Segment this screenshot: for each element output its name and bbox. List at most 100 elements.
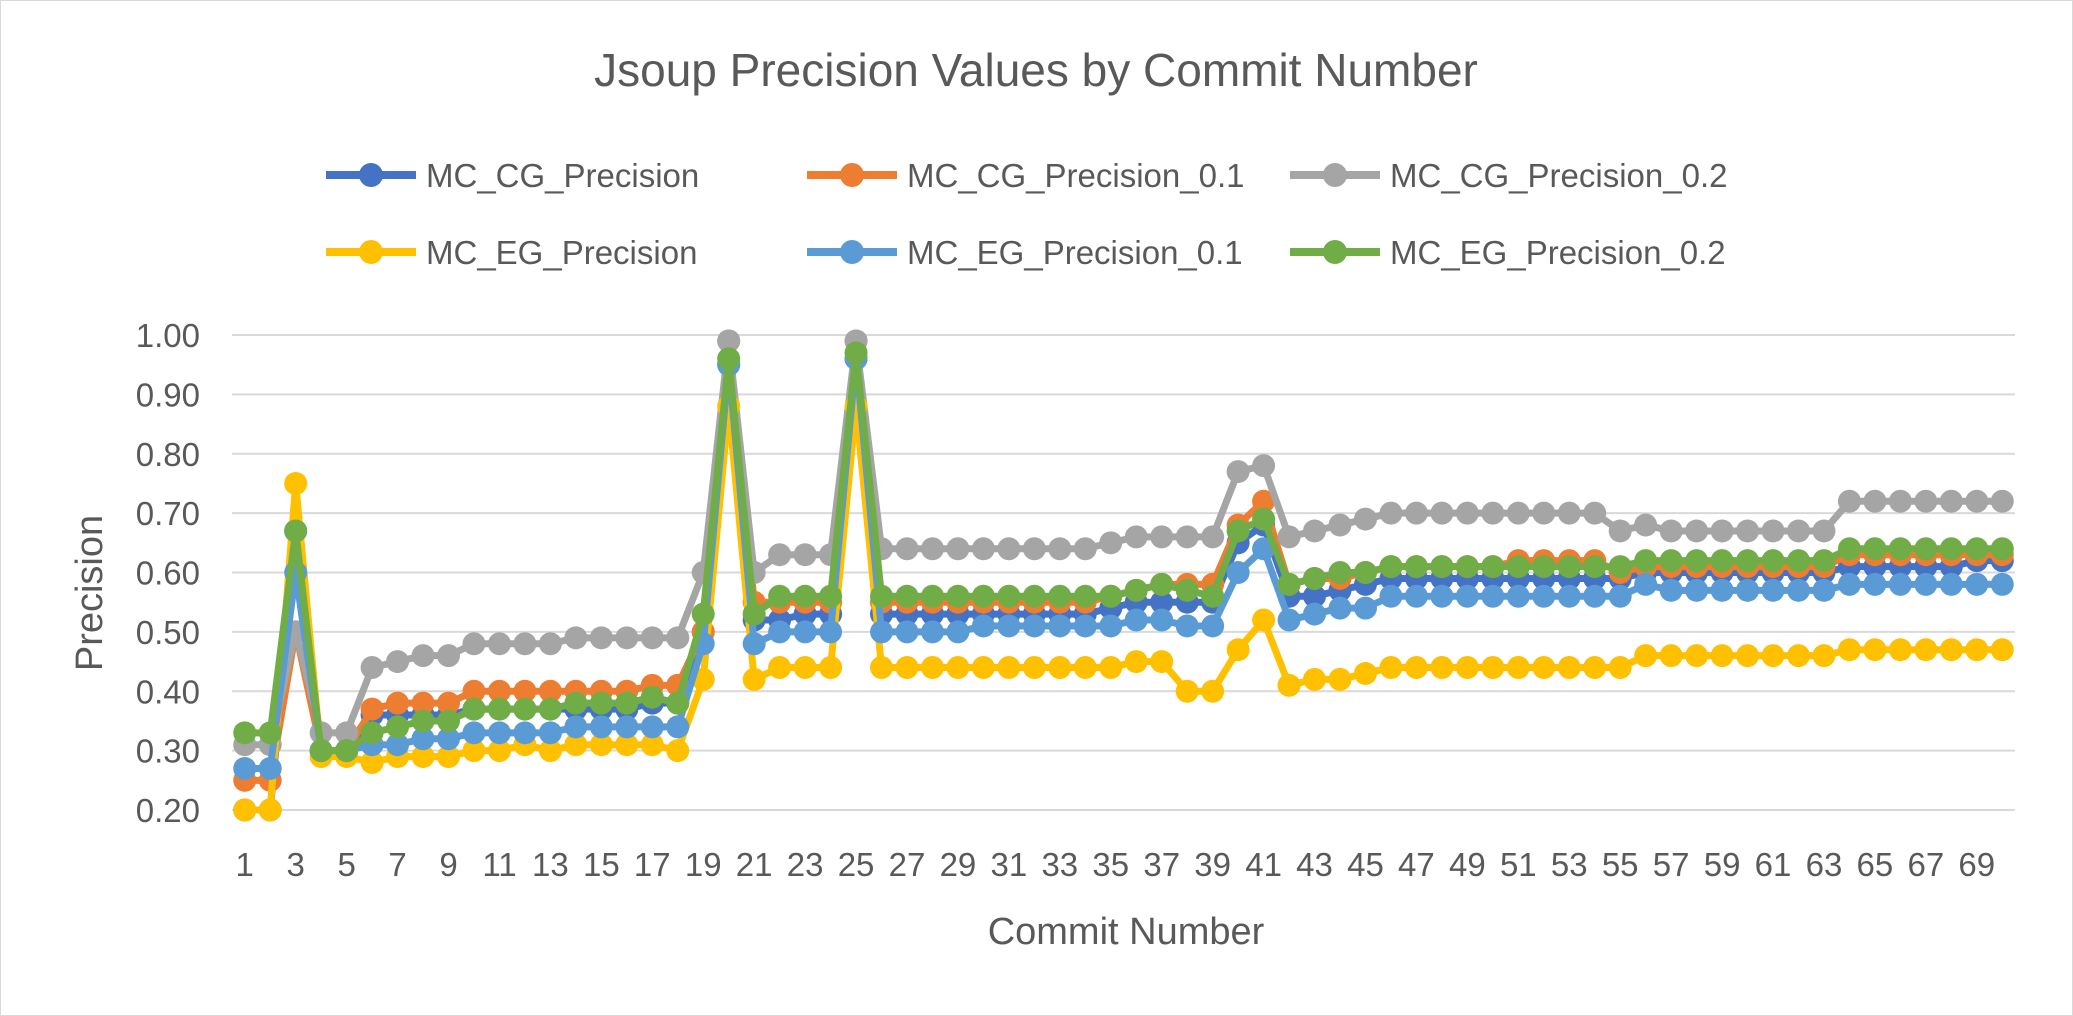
data-point xyxy=(1939,537,1963,561)
legend-label: MC_CG_Precision_0.1 xyxy=(907,157,1244,194)
x-tick-label: 9 xyxy=(439,846,457,883)
data-point xyxy=(742,667,766,691)
y-tick-label: 0.50 xyxy=(136,614,200,651)
y-tick-label: 0.90 xyxy=(136,376,200,413)
data-point xyxy=(1659,519,1683,543)
data-point xyxy=(1099,614,1123,638)
data-point xyxy=(1786,519,1810,543)
data-point xyxy=(1583,656,1607,679)
data-point xyxy=(1252,454,1276,478)
data-point xyxy=(1226,638,1250,662)
data-point xyxy=(1073,656,1097,679)
x-tick-label: 13 xyxy=(532,846,569,883)
data-point xyxy=(462,679,486,703)
data-point xyxy=(1277,673,1301,697)
data-point xyxy=(1252,608,1276,632)
data-point xyxy=(284,471,308,495)
data-point xyxy=(615,715,639,739)
data-point xyxy=(1201,614,1225,638)
y-tick-label: 0.80 xyxy=(136,436,200,473)
data-point xyxy=(1099,656,1123,679)
x-tick-label: 23 xyxy=(787,846,824,883)
data-point xyxy=(1201,584,1225,608)
data-point xyxy=(1812,578,1836,602)
data-point xyxy=(233,756,257,780)
data-point xyxy=(1506,501,1530,525)
data-point xyxy=(1430,656,1454,679)
x-tick-label: 21 xyxy=(736,846,773,883)
data-point xyxy=(1583,501,1607,525)
data-point xyxy=(1328,596,1352,620)
data-point xyxy=(564,626,588,650)
data-point xyxy=(1914,489,1938,513)
data-point xyxy=(1404,555,1428,579)
x-tick-label: 19 xyxy=(685,846,722,883)
data-point xyxy=(1379,555,1403,579)
data-point xyxy=(1532,501,1556,525)
data-point xyxy=(1659,644,1683,668)
data-point xyxy=(1124,608,1148,632)
data-point xyxy=(1837,537,1861,561)
data-point xyxy=(895,620,919,644)
data-point xyxy=(1532,584,1556,608)
data-point xyxy=(1761,644,1785,668)
data-point xyxy=(1914,537,1938,561)
data-point xyxy=(844,341,868,365)
data-point xyxy=(1048,584,1072,608)
data-point xyxy=(666,626,690,650)
data-point xyxy=(437,727,461,751)
y-tick-label: 0.60 xyxy=(136,555,200,592)
data-point xyxy=(1303,602,1327,626)
data-point xyxy=(1073,614,1097,638)
data-point xyxy=(768,620,792,644)
data-point xyxy=(1837,572,1861,596)
data-point xyxy=(564,715,588,739)
data-point xyxy=(564,733,588,757)
data-point xyxy=(1685,644,1709,668)
data-point xyxy=(360,697,384,721)
data-point xyxy=(1303,519,1327,543)
data-point xyxy=(1328,513,1352,537)
data-point xyxy=(1481,584,1505,608)
data-point xyxy=(309,739,333,763)
data-point xyxy=(1150,650,1174,674)
data-point xyxy=(1277,572,1301,596)
data-point xyxy=(258,721,282,745)
data-point xyxy=(1685,549,1709,573)
data-point xyxy=(1608,555,1632,579)
data-point xyxy=(1736,578,1760,602)
data-point xyxy=(1124,650,1148,674)
data-point xyxy=(1557,555,1581,579)
x-tick-label: 43 xyxy=(1296,846,1333,883)
x-axis-title: Commit Number xyxy=(988,911,1265,953)
y-axis-ticks: 0.20 0.30 0.40 0.50 0.60 0.70 0.80 0.90 1.00 xyxy=(136,317,200,829)
data-point xyxy=(411,709,435,733)
data-point xyxy=(462,632,486,656)
data-point xyxy=(1863,638,1887,662)
data-point xyxy=(564,691,588,715)
legend-item: MC_CG_Precision_0.2 xyxy=(1290,157,1727,194)
data-point xyxy=(1557,501,1581,525)
data-point xyxy=(1863,572,1887,596)
data-point xyxy=(1150,590,1174,614)
data-point xyxy=(1048,656,1072,679)
data-point xyxy=(742,602,766,626)
data-point xyxy=(1481,501,1505,525)
x-tick-label: 25 xyxy=(838,846,875,883)
data-point xyxy=(1481,555,1505,579)
data-point xyxy=(1430,584,1454,608)
chart-title: Jsoup Precision Values by Commit Number xyxy=(594,44,1478,96)
legend-marker xyxy=(1323,240,1347,264)
data-point xyxy=(1659,578,1683,602)
data-point xyxy=(1965,489,1989,513)
data-point xyxy=(1124,525,1148,549)
data-point xyxy=(233,798,257,822)
data-point xyxy=(1277,525,1301,549)
data-point xyxy=(360,656,384,679)
data-point xyxy=(1685,519,1709,543)
data-point xyxy=(666,691,690,715)
data-point xyxy=(1175,614,1199,638)
data-point xyxy=(1863,537,1887,561)
y-tick-label: 1.00 xyxy=(136,317,200,354)
data-point xyxy=(1608,519,1632,543)
